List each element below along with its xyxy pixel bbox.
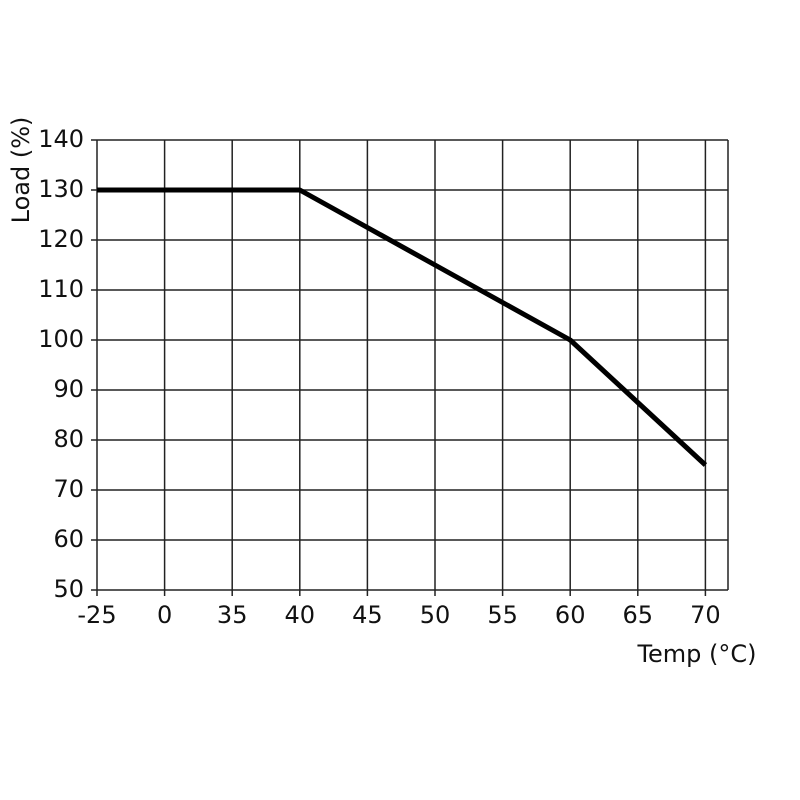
y-tick-label: 90	[53, 375, 84, 403]
y-axis-label: Load (%)	[7, 117, 35, 224]
x-tick-label: 60	[555, 601, 586, 629]
x-tick-label: 55	[487, 601, 518, 629]
y-tick-label: 130	[38, 175, 84, 203]
y-tick-label: 70	[53, 475, 84, 503]
x-tick-label: 40	[285, 601, 316, 629]
y-tick-label: 120	[38, 225, 84, 253]
y-tick-label: 50	[53, 575, 84, 603]
y-tick-label: 60	[53, 525, 84, 553]
data-line	[97, 187, 708, 467]
y-tick-label: 140	[38, 125, 84, 153]
x-tick-label: 45	[352, 601, 383, 629]
x-tick-label: 65	[623, 601, 654, 629]
x-axis-label: Temp (°C)	[636, 640, 756, 668]
x-tick-label: 70	[690, 601, 721, 629]
x-tick-label: 0	[157, 601, 172, 629]
y-tick-label: 110	[38, 275, 84, 303]
x-tick-label: -25	[77, 601, 116, 629]
x-tick-label: 35	[217, 601, 248, 629]
x-tick-label: 50	[420, 601, 451, 629]
y-tick-label: 100	[38, 325, 84, 353]
y-tick-label: 80	[53, 425, 84, 453]
